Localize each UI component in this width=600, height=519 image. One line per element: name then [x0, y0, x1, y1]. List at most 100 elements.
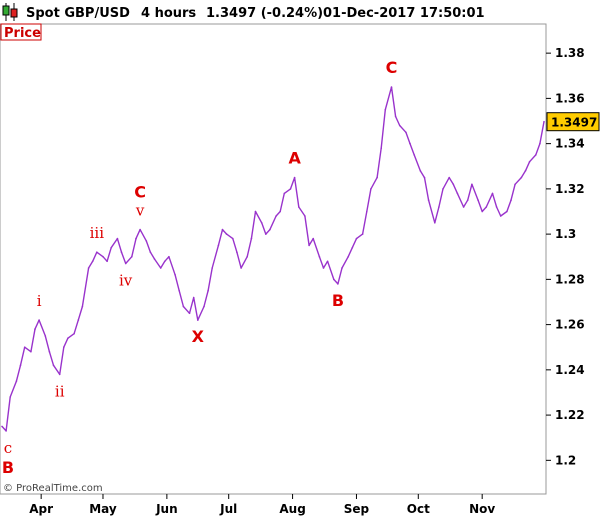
price-point	[471, 183, 473, 186]
price-point	[304, 215, 306, 217]
price-point	[197, 319, 199, 321]
price-point	[182, 305, 185, 308]
price-point	[159, 267, 162, 269]
price-point	[174, 274, 176, 276]
price-point	[456, 192, 459, 195]
price-point	[318, 255, 321, 258]
y-tick-label: 1.38	[555, 46, 585, 60]
wave-label: B	[332, 291, 344, 310]
price-series-line	[1, 86, 545, 432]
price-point	[293, 176, 296, 179]
price-point	[427, 199, 430, 201]
price-point	[116, 237, 119, 240]
credit-text: © ProRealTime.com	[3, 483, 103, 494]
price-point	[44, 335, 47, 337]
price-point	[67, 337, 69, 340]
price-point	[466, 199, 469, 201]
price-point	[236, 251, 238, 253]
price-point	[217, 244, 220, 247]
price-point	[376, 176, 378, 179]
x-axis: Apr May Jun Jul Aug Sep Oct Nov	[29, 494, 495, 516]
price-point	[81, 305, 84, 308]
price-point	[260, 222, 263, 224]
price-point	[5, 430, 7, 432]
price-point	[73, 332, 75, 335]
price-point	[380, 147, 383, 149]
wave-label: ii	[55, 382, 65, 400]
wave-label: iv	[119, 272, 133, 290]
y-tick-label: 1.32	[555, 182, 585, 196]
price-point	[506, 210, 508, 213]
price-point	[207, 289, 209, 292]
price-point	[524, 170, 527, 172]
price-point	[135, 237, 137, 240]
price-point	[77, 319, 80, 321]
last-value-label: 1.3497	[551, 116, 597, 130]
y-tick-label: 1.2	[555, 453, 576, 467]
y-tick-label: 1.34	[555, 137, 585, 151]
price-point	[279, 210, 282, 213]
price-point	[543, 120, 545, 123]
x-tick-label: Aug	[279, 502, 305, 516]
price-point	[289, 188, 292, 190]
price-point	[499, 215, 502, 217]
price-point	[131, 255, 133, 258]
price-point	[19, 364, 22, 367]
wave-label: A	[288, 149, 301, 168]
price-point	[337, 283, 339, 285]
candle-icon	[2, 3, 18, 21]
price-point	[254, 210, 257, 213]
price-point	[52, 364, 55, 367]
price-point	[225, 233, 228, 235]
series-layer	[1, 86, 545, 432]
y-tick-label: 1.22	[555, 408, 585, 422]
price-point	[139, 228, 141, 231]
price-point	[398, 124, 401, 127]
price-point	[58, 373, 61, 376]
timeframe-label: 4 hours	[141, 6, 196, 21]
price-point	[366, 210, 368, 213]
price-point	[434, 222, 436, 224]
price-point	[485, 206, 488, 208]
y-tick-label: 1.28	[555, 272, 585, 286]
price-point	[528, 160, 531, 163]
quote-label: 1.3497 (-0.24%)	[206, 6, 323, 21]
price-point	[149, 251, 152, 253]
wave-label: B	[2, 458, 14, 477]
price-point	[38, 319, 40, 321]
price-point	[539, 142, 541, 145]
price-point	[96, 251, 98, 253]
price-point	[347, 255, 350, 258]
wave-label: C	[386, 58, 398, 77]
price-point	[164, 260, 166, 263]
price-point	[477, 199, 479, 201]
price-point	[232, 237, 234, 240]
price-point	[351, 246, 354, 249]
x-tick-label: Apr	[29, 502, 53, 516]
last-value-box	[546, 112, 600, 132]
price-point	[23, 346, 26, 349]
wave-label: X	[192, 327, 205, 346]
price-point	[514, 183, 516, 186]
price-point	[87, 267, 90, 269]
price-point	[188, 312, 191, 315]
price-point	[246, 255, 248, 258]
price-point	[448, 176, 451, 179]
price-point	[298, 206, 300, 208]
instrument-title: Spot GBP/USD	[26, 6, 130, 21]
y-tick-label: 1.36	[555, 91, 585, 105]
price-point	[203, 305, 205, 308]
price-point	[30, 350, 32, 353]
wave-label: i	[37, 292, 42, 310]
price-point	[153, 258, 156, 260]
x-tick-label: Jul	[219, 502, 237, 516]
y-tick-label: 1.26	[555, 318, 585, 332]
price-point	[394, 115, 397, 118]
price-point	[120, 251, 123, 253]
price-point	[423, 176, 426, 179]
price-point	[106, 260, 108, 263]
price-point	[124, 262, 127, 265]
price-point	[9, 396, 11, 398]
